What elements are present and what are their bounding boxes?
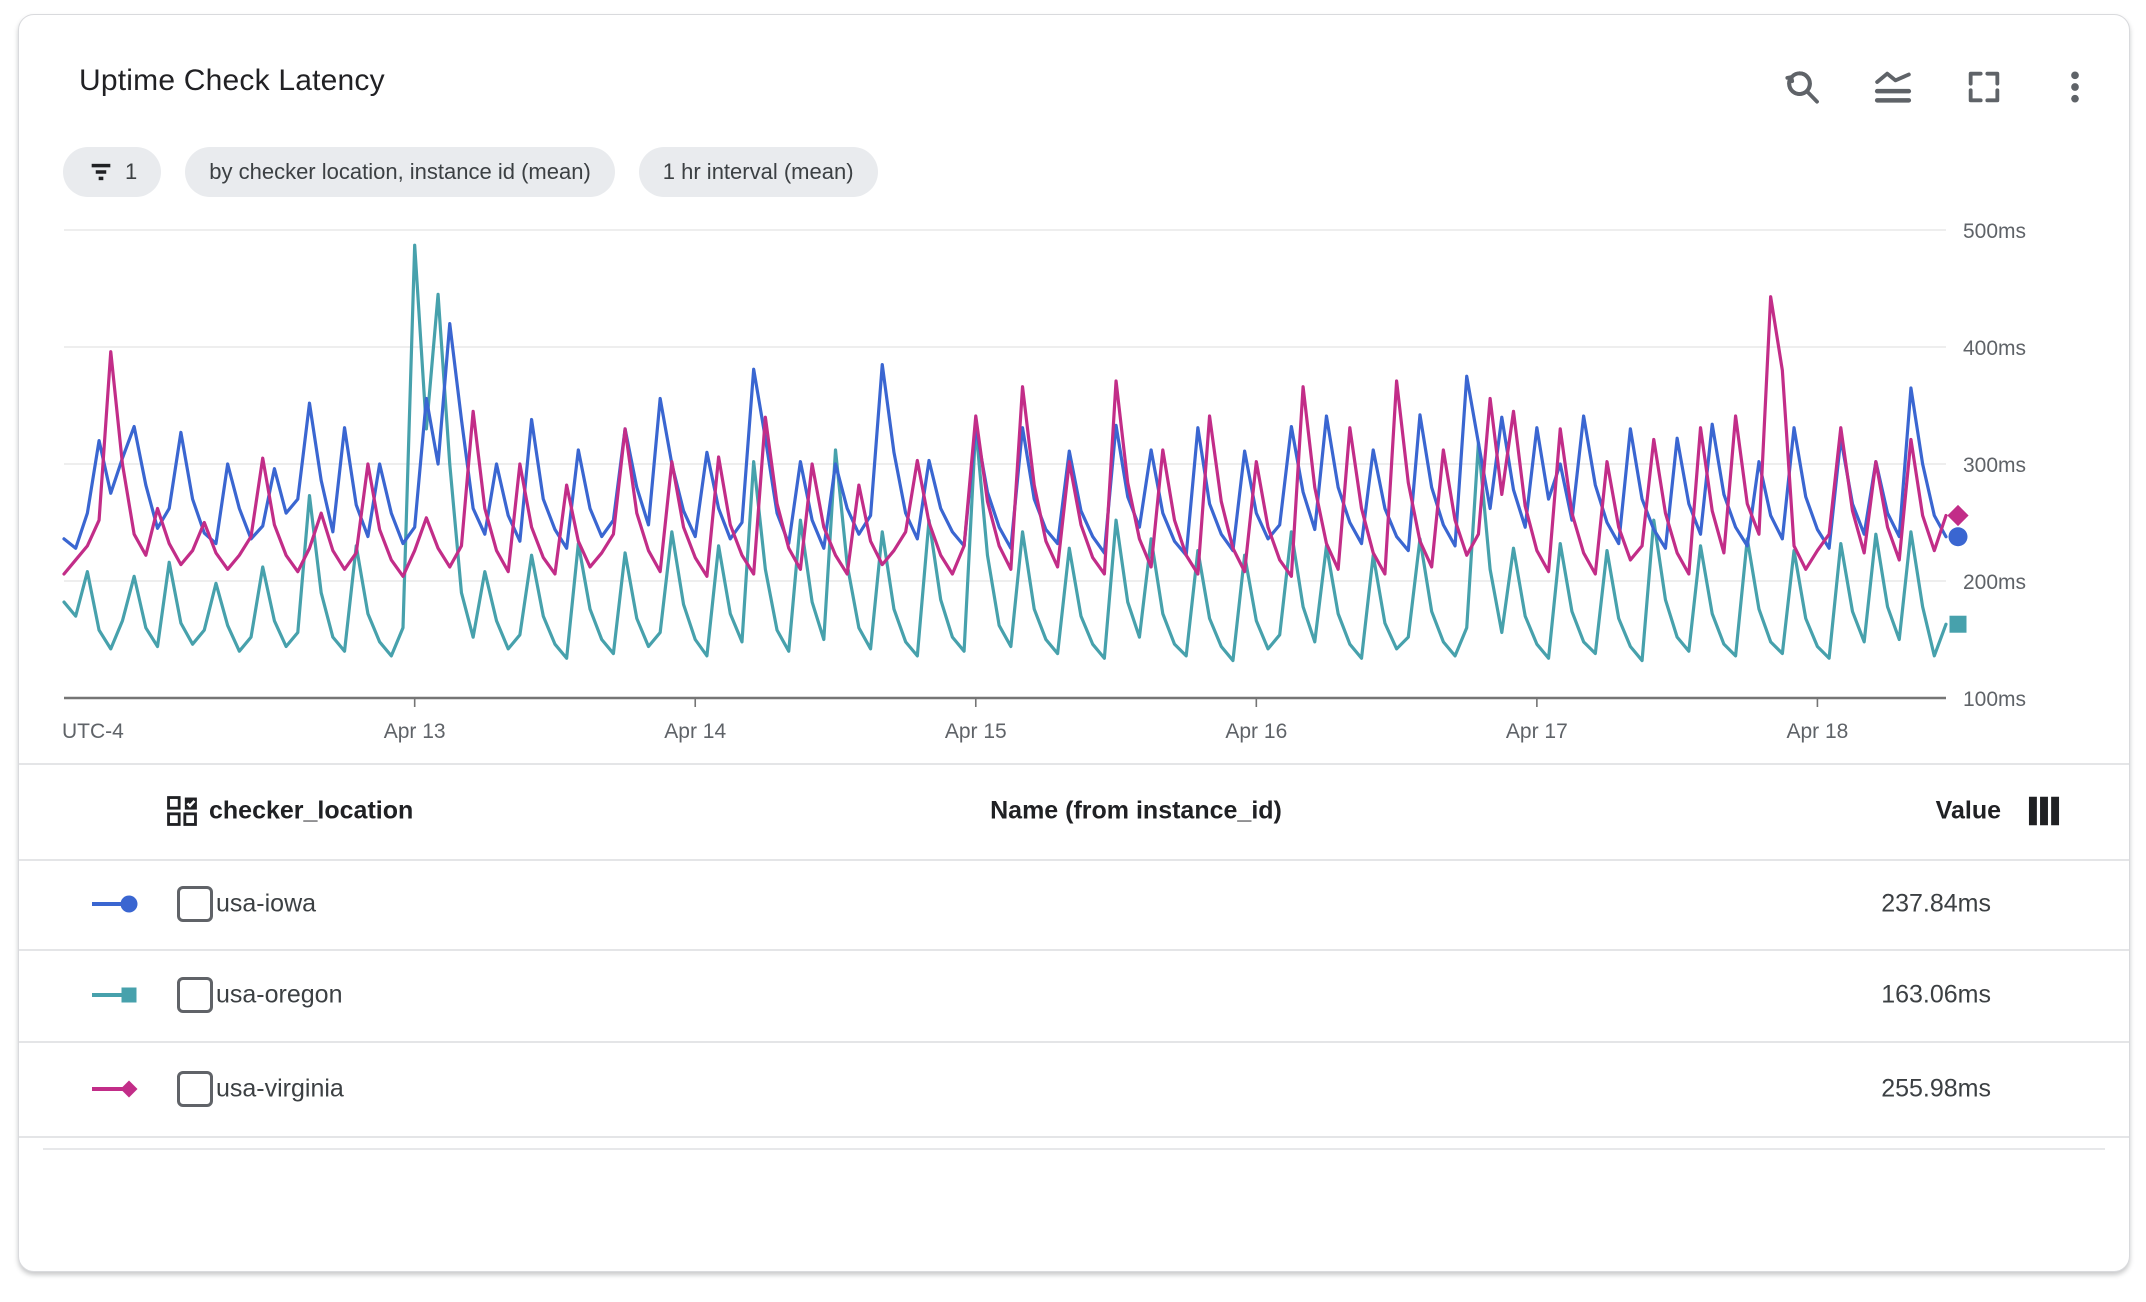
more-options-icon: [2071, 71, 2079, 103]
checkbox-usa-oregon[interactable]: [177, 977, 213, 1013]
group-by-chip-label: by checker location, instance id (mean): [209, 159, 591, 184]
zoom-reset-button[interactable]: [1782, 67, 1822, 107]
filter-list-icon: [91, 163, 111, 181]
filter-chip-label: 1: [125, 159, 138, 184]
svg-text:Apr 14: Apr 14: [664, 720, 726, 743]
svg-text:Apr 17: Apr 17: [1506, 720, 1568, 743]
svg-text:400ms: 400ms: [1963, 337, 2026, 360]
svg-text:Apr 13: Apr 13: [384, 720, 446, 743]
interval-chip[interactable]: 1 hr interval (mean): [638, 147, 878, 197]
more-options-button[interactable]: [2055, 67, 2095, 107]
fullscreen-icon: [1968, 71, 2000, 103]
end-marker-usa-oregon: [1949, 615, 1967, 633]
columns-icon[interactable]: [2025, 792, 2063, 830]
zoom-reset-icon: [1785, 71, 1819, 104]
divider: [43, 1148, 2105, 1150]
legend-toggle-button[interactable]: [1873, 67, 1913, 107]
legend-toggle-icon: [1874, 71, 1912, 103]
series-line-usa-oregon[interactable]: [62, 243, 1948, 663]
row-value: 237.84ms: [1881, 889, 1991, 918]
divider: [19, 763, 2129, 765]
svg-text:100ms: 100ms: [1963, 688, 2026, 711]
row-value: 255.98ms: [1881, 1074, 1991, 1102]
interval-chip-label: 1 hr interval (mean): [662, 159, 854, 184]
divider: [19, 1041, 2129, 1043]
page-title: Uptime Check Latency: [79, 64, 385, 97]
svg-text:UTC-4: UTC-4: [62, 720, 124, 743]
chart-card: Uptime Check Latency: [18, 14, 2130, 1272]
legend-table-header: checker_location Name (from instance_id)…: [19, 763, 2129, 859]
series-swatch-circle: [92, 895, 138, 913]
svg-text:200ms: 200ms: [1963, 571, 2026, 594]
filter-chip[interactable]: 1: [63, 147, 162, 197]
end-marker-usa-virginia: [1947, 504, 1969, 527]
checkbox-usa-iowa[interactable]: [177, 886, 213, 922]
svg-text:Apr 15: Apr 15: [945, 720, 1007, 743]
series-line-usa-iowa[interactable]: [62, 322, 1948, 557]
header-checker-location: checker_location: [209, 796, 414, 825]
row-label: usa-oregon: [216, 980, 343, 1009]
table-row-usa-oregon[interactable]: usa-oregon 163.06ms: [19, 949, 2129, 1041]
row-value: 163.06ms: [1881, 980, 1991, 1009]
checkbox-usa-virginia[interactable]: [177, 1070, 213, 1107]
column-select-icon[interactable]: [165, 794, 199, 828]
fullscreen-button[interactable]: [1964, 67, 2004, 107]
header-value: Value: [1935, 796, 2001, 825]
end-marker-usa-iowa: [1948, 527, 1968, 547]
row-label: usa-virginia: [216, 1074, 344, 1102]
chip-row: 1 by checker location, instance id (mean…: [63, 147, 878, 197]
group-by-chip[interactable]: by checker location, instance id (mean): [185, 147, 615, 197]
svg-text:300ms: 300ms: [1963, 454, 2026, 477]
table-row-usa-virginia[interactable]: usa-virginia 255.98ms: [19, 1041, 2129, 1136]
series-swatch-square: [92, 987, 137, 1003]
table-row-usa-iowa[interactable]: usa-iowa 237.84ms: [19, 859, 2129, 949]
svg-text:Apr 16: Apr 16: [1225, 720, 1287, 743]
svg-text:500ms: 500ms: [1963, 220, 2026, 243]
latency-line-chart[interactable]: 500ms 400ms 300ms 200ms 100ms Apr 13 Apr 14 Apr…: [19, 206, 2129, 766]
divider: [19, 859, 2129, 861]
series-swatch-diamond: [92, 1080, 138, 1097]
row-label: usa-iowa: [216, 889, 317, 918]
series-line-usa-virginia[interactable]: [62, 295, 1948, 578]
divider: [19, 949, 2129, 951]
header-name: Name (from instance_id): [990, 796, 1282, 825]
divider: [19, 1136, 2129, 1138]
svg-text:Apr 18: Apr 18: [1786, 720, 1848, 743]
